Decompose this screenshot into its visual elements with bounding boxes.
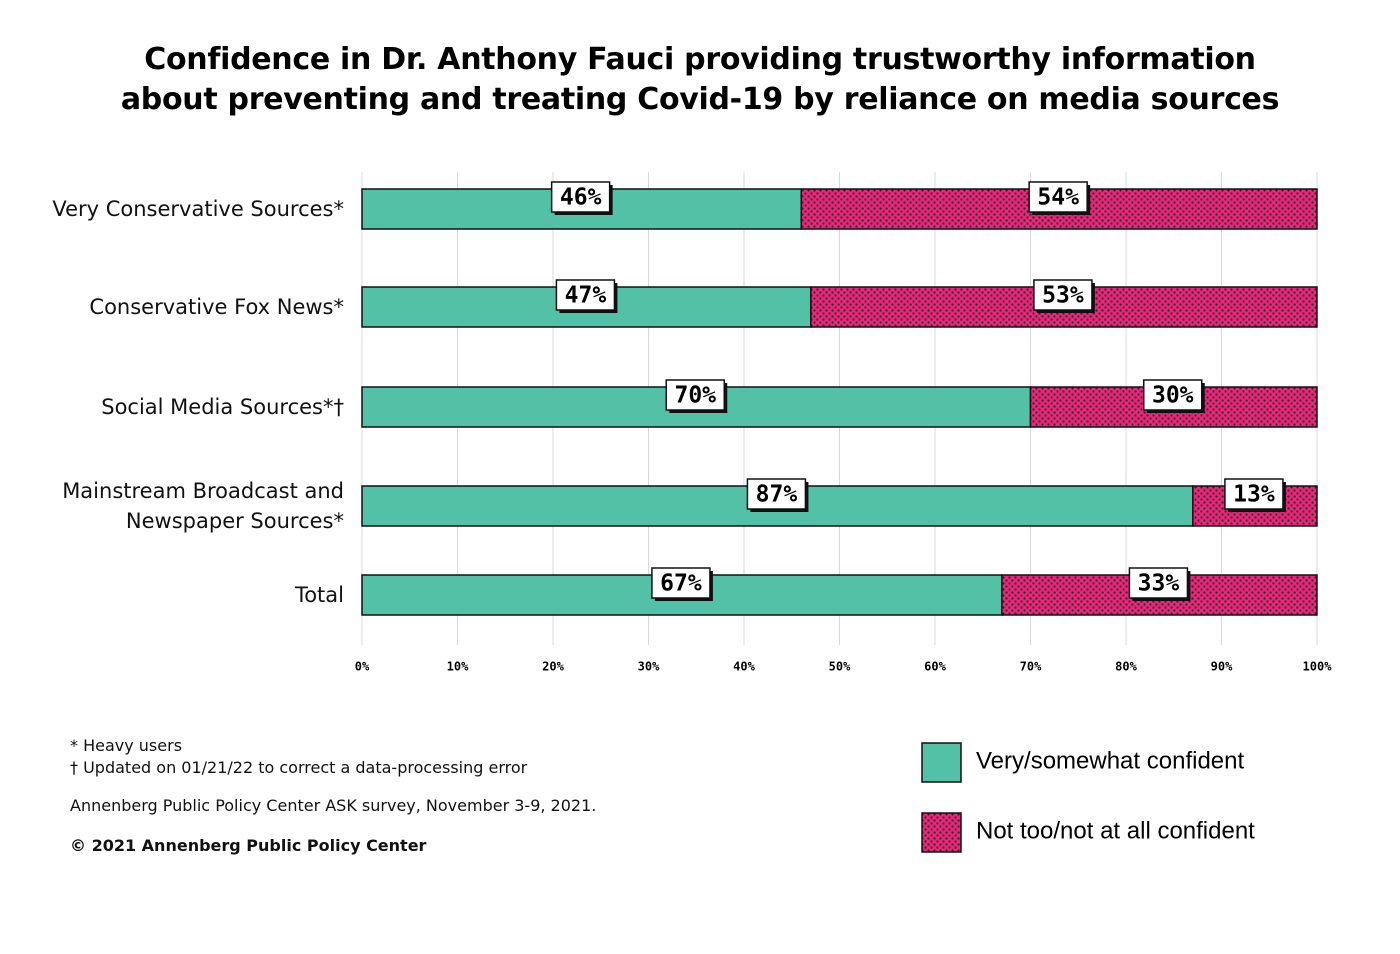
- x-tick-label: 50%: [829, 660, 851, 674]
- label-box: [1128, 567, 1189, 599]
- value-label: 13%: [1233, 482, 1275, 508]
- footnote: * Heavy users: [70, 736, 183, 755]
- x-tick-label: 80%: [1115, 660, 1137, 674]
- copyright: © 2021 Annenberg Public Policy Center: [70, 836, 427, 855]
- chart-title: Confidence in Dr. Anthony Fauci providin…: [120, 42, 1280, 117]
- source: Annenberg Public Policy Center ASK surve…: [70, 796, 597, 815]
- x-tick-label: 70%: [1020, 660, 1042, 674]
- x-tick-label: 90%: [1211, 660, 1233, 674]
- label-box: [746, 478, 807, 510]
- x-tick-label: 20%: [542, 660, 564, 674]
- x-tick-label: 0%: [355, 660, 370, 674]
- value-label: 87%: [756, 482, 798, 508]
- value-label: 33%: [1138, 571, 1180, 597]
- label-box: [665, 379, 725, 411]
- value-label: 67%: [660, 571, 702, 597]
- legend-label: Very/somewhat confident: [976, 747, 1244, 774]
- value-label: 30%: [1152, 383, 1194, 409]
- legend-swatch: [921, 812, 962, 853]
- label-box: [1143, 379, 1203, 411]
- value-label: 54%: [1037, 185, 1079, 211]
- label-box: [1028, 181, 1088, 213]
- value-label: 47%: [565, 283, 607, 309]
- x-tick-label: 40%: [733, 660, 755, 674]
- x-tick-label: 100%: [1303, 660, 1333, 674]
- x-tick-label: 10%: [447, 660, 469, 674]
- label-box: [651, 567, 711, 599]
- value-label: 46%: [560, 185, 602, 211]
- category-label: Mainstream Broadcast and Newspaper Sourc…: [62, 479, 344, 533]
- category-label: Very Conservative Sources*: [52, 197, 344, 221]
- category-label: Social Media Sources*†: [101, 395, 344, 419]
- footnote: † Updated on 01/21/22 to correct a data-…: [70, 758, 528, 777]
- value-label: 53%: [1042, 283, 1084, 309]
- legend-swatch: [921, 742, 962, 783]
- x-tick-label: 30%: [638, 660, 660, 674]
- category-label: Total: [294, 583, 344, 607]
- category-label: Conservative Fox News*: [89, 295, 344, 319]
- label-box: [1033, 279, 1093, 311]
- legend-label: Not too/not at all confident: [976, 817, 1255, 844]
- label-box: [555, 279, 616, 311]
- x-tick-label: 60%: [924, 660, 946, 674]
- value-label: 70%: [674, 383, 716, 409]
- label-box: [550, 181, 611, 213]
- label-box: [1224, 478, 1284, 510]
